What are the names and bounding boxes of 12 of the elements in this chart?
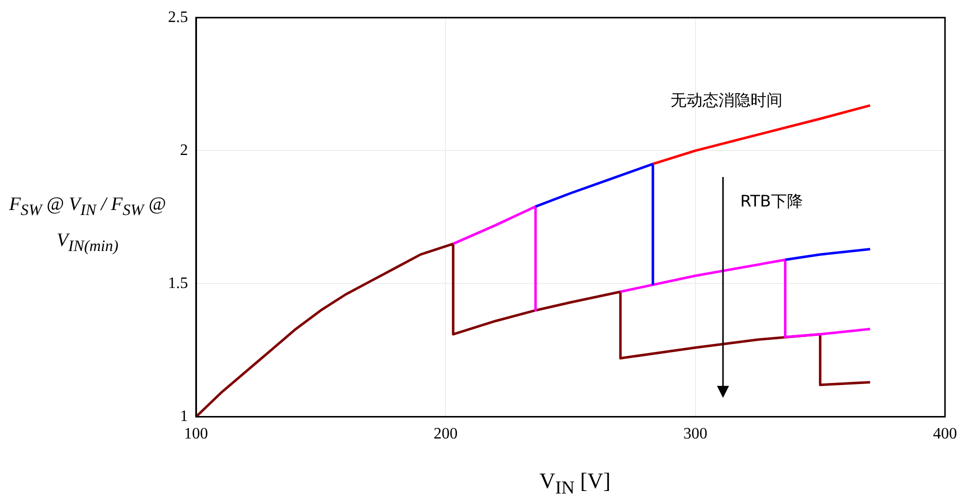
annotation: 无动态消隐时间 <box>670 90 782 110</box>
x-tick-label: 100 <box>184 426 208 443</box>
y-tick-label: 1 <box>180 408 188 426</box>
x-tick-label: 300 <box>683 426 708 443</box>
y-tick-label: 2.5 <box>168 8 188 26</box>
y-tick-label: 2 <box>180 142 188 159</box>
y-tick-label: 1.5 <box>168 274 188 292</box>
x-tick-label: 200 <box>434 426 458 443</box>
text: F$_{SW}$ @ V$_{IN}$ / F$_{SW}$ @ V$_{IN(min)}$ <box>9 194 166 255</box>
x-tick-label: 400 <box>933 426 957 443</box>
annotation: RTB下降 <box>740 192 803 211</box>
x-axis-title: V$_{IN}$ [V] <box>538 468 612 498</box>
